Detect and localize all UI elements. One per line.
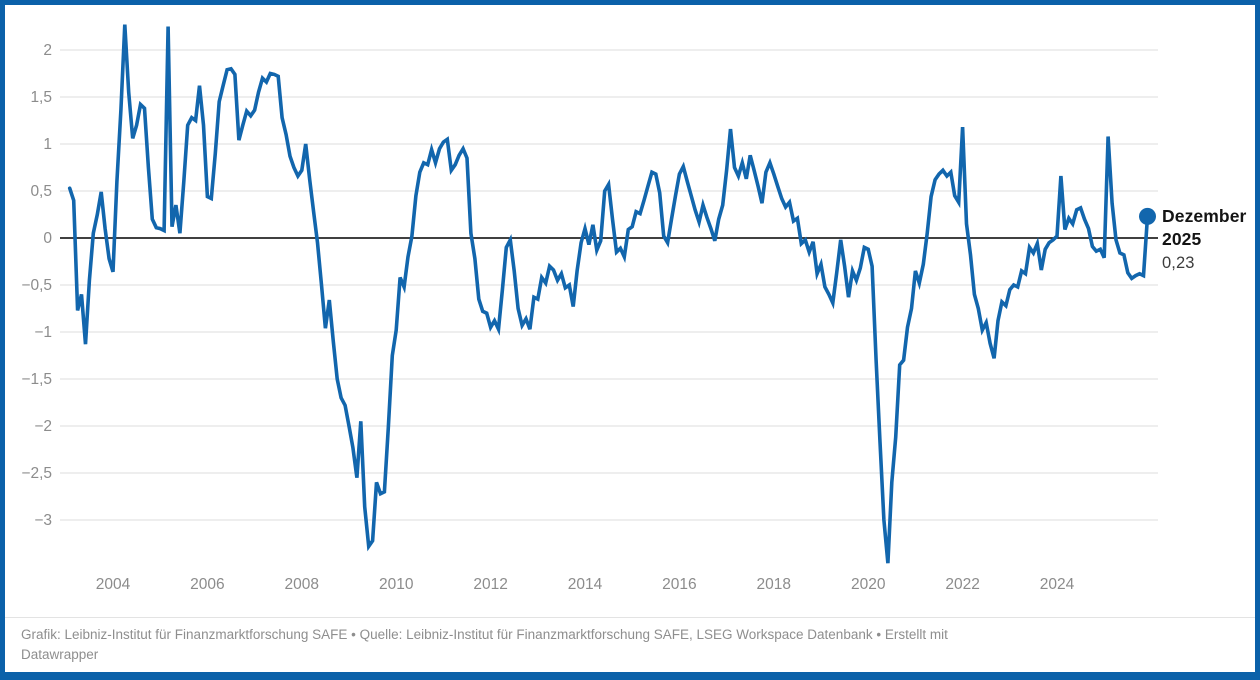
y-tick-label: 0 xyxy=(43,230,52,247)
x-tick-label: 2020 xyxy=(851,576,886,593)
data-series xyxy=(67,24,1156,564)
footer-line1: Grafik: Leibniz-Institut für Finanzmarkt… xyxy=(21,627,948,642)
y-tick-label: −2 xyxy=(34,418,52,435)
annotation-month: Dezember xyxy=(1162,206,1247,226)
y-tick-label: 1 xyxy=(43,136,52,153)
x-tick-label: 2006 xyxy=(190,576,224,593)
x-tick-label: 2004 xyxy=(96,576,131,593)
x-tick-label: 2022 xyxy=(945,576,979,593)
y-tick-label: −1,5 xyxy=(21,371,52,388)
line-chart: 2 1,5 1 0,5 0 −0,5 −1 −1,5 −2 −2,5 −3 2004 2006 2008… xyxy=(21,24,1158,593)
x-tick-label: 2012 xyxy=(473,576,507,593)
gridlines xyxy=(60,49,1158,521)
end-point-dot xyxy=(1139,207,1156,225)
y-tick-label: 0,5 xyxy=(30,183,52,200)
y-tick-label: −2,5 xyxy=(21,465,52,482)
x-tick-label: 2018 xyxy=(757,576,791,593)
y-tick-label: 2 xyxy=(43,42,52,59)
y-axis-labels: 2 1,5 1 0,5 0 −0,5 −1 −1,5 −2 −2,5 −3 xyxy=(21,42,52,529)
x-tick-label: 2008 xyxy=(285,576,319,593)
series-line xyxy=(67,24,1150,564)
attribution-footer: Grafik: Leibniz-Institut für Finanzmarkt… xyxy=(5,617,1255,672)
end-point-annotation: Dezember 2025 0,23 xyxy=(1162,205,1254,275)
x-tick-label: 2016 xyxy=(662,576,696,593)
annotation-value: 0,23 xyxy=(1162,254,1195,272)
y-tick-label: −0,5 xyxy=(21,277,52,294)
x-axis-labels: 2004 2006 2008 2010 2012 2014 2016 2018 2020 2022… xyxy=(96,576,1075,593)
x-tick-label: 2014 xyxy=(568,576,603,593)
y-tick-label: −3 xyxy=(34,512,52,529)
x-tick-label: 2010 xyxy=(379,576,414,593)
x-tick-label: 2024 xyxy=(1040,576,1075,593)
y-tick-label: −1 xyxy=(34,324,52,341)
y-tick-label: 1,5 xyxy=(30,89,52,106)
annotation-year: 2025 xyxy=(1162,229,1202,249)
footer-line2: Datawrapper xyxy=(21,647,99,663)
chart-area: 2 1,5 1 0,5 0 −0,5 −1 −1,5 −2 −2,5 −3 2004 2006 2008… xyxy=(5,5,1255,617)
